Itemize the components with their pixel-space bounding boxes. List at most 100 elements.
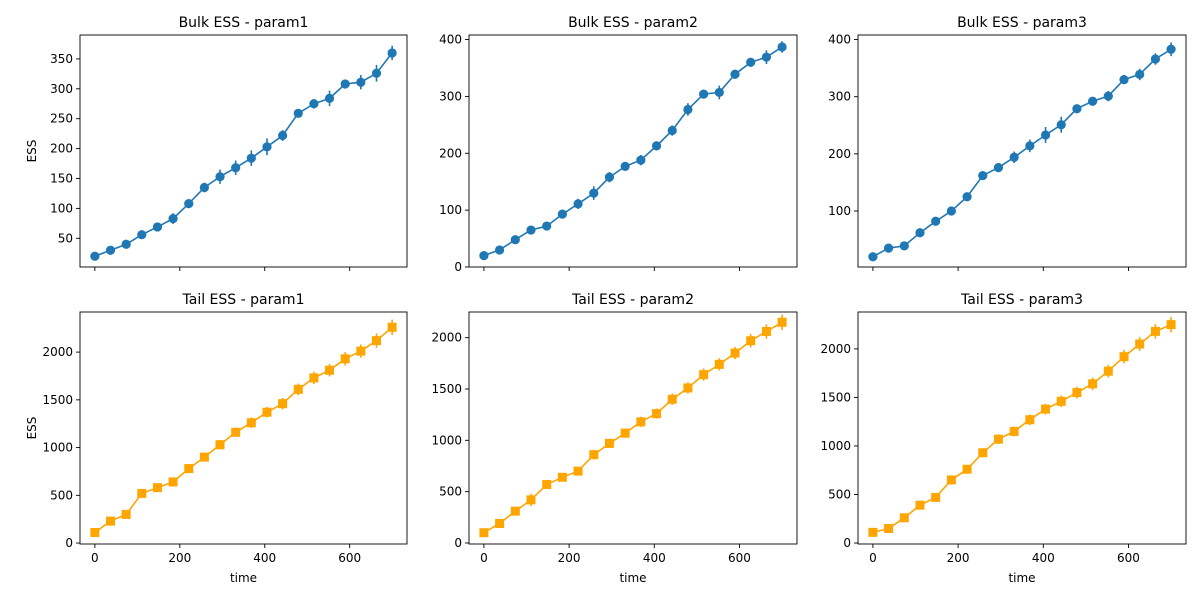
data-point	[761, 52, 772, 62]
data-point	[231, 163, 241, 173]
data-point	[683, 383, 693, 393]
y-tick-label: 300	[439, 89, 462, 103]
data-point	[931, 216, 941, 226]
data-point	[199, 182, 209, 193]
data-point	[494, 245, 505, 255]
y-tick-label: 200	[828, 147, 851, 161]
data-point	[683, 104, 693, 115]
x-tick-label: 400	[253, 551, 276, 565]
subplot-title: Tail ESS - param3	[960, 292, 1083, 308]
x-tick-label: 0	[91, 551, 99, 565]
y-tick-label: 2000	[42, 345, 73, 359]
data-point	[246, 418, 256, 428]
data-point	[868, 252, 878, 262]
data-point	[884, 523, 894, 533]
y-tick-label: 1500	[431, 382, 462, 396]
data-point	[215, 440, 225, 450]
data-point	[152, 222, 163, 232]
data-point	[1103, 366, 1113, 376]
data-point	[652, 409, 662, 419]
data-point	[479, 528, 489, 538]
x-tick-label: 400	[1032, 551, 1055, 565]
data-point	[620, 428, 630, 438]
data-point	[387, 322, 397, 332]
data-point	[777, 317, 787, 327]
data-point	[356, 77, 366, 87]
data-point	[309, 99, 319, 109]
y-tick-label: 50	[58, 231, 73, 245]
data-point	[868, 527, 878, 537]
data-point	[542, 479, 552, 489]
data-point	[1166, 320, 1176, 330]
data-point	[278, 130, 288, 141]
data-point	[604, 172, 615, 182]
data-point	[714, 87, 724, 98]
y-tick-label: 1000	[820, 439, 851, 453]
data-point	[946, 206, 956, 216]
y-tick-label: 350	[50, 52, 73, 66]
data-point	[730, 69, 740, 79]
data-point	[1025, 415, 1035, 425]
data-point	[372, 336, 382, 346]
x-axis-label: time	[619, 571, 646, 585]
data-point	[231, 427, 241, 437]
x-axis-label: time	[1008, 571, 1035, 585]
data-point	[730, 348, 740, 358]
y-tick-label: 300	[828, 90, 851, 104]
y-tick-label: 1000	[431, 433, 462, 447]
y-tick-label: 300	[50, 82, 73, 96]
data-point	[1041, 404, 1051, 414]
x-tick-label: 600	[728, 551, 751, 565]
data-point	[557, 472, 567, 482]
data-point	[262, 407, 272, 417]
data-point	[746, 57, 756, 67]
data-point	[325, 365, 335, 375]
subplot-title: Tail ESS - param1	[182, 292, 305, 308]
y-tick-label: 200	[439, 146, 462, 160]
data-point	[899, 513, 909, 523]
data-point	[262, 142, 272, 152]
y-tick-label: 2000	[820, 342, 851, 356]
x-tick-label: 200	[558, 551, 581, 565]
data-point	[1088, 96, 1098, 106]
series-line	[483, 46, 783, 257]
subplot-6: Tail ESS - param3 0 200 400 600 0 500 1000 1500 2…	[820, 292, 1187, 585]
data-point	[309, 373, 319, 383]
subplot-title: Bulk ESS - param3	[957, 15, 1087, 31]
y-tick-label: 2000	[431, 331, 462, 345]
y-tick-label: 0	[65, 536, 73, 550]
data-point	[931, 492, 941, 502]
data-point	[1166, 44, 1176, 54]
data-point	[761, 327, 771, 337]
x-axis-label: time	[230, 571, 257, 585]
x-tick-label: 0	[869, 551, 877, 565]
y-tick-label: 500	[50, 488, 73, 502]
x-tick-label: 600	[338, 551, 361, 565]
data-point	[1009, 426, 1019, 436]
data-point	[1150, 326, 1160, 336]
x-tick-label: 400	[643, 551, 666, 565]
x-tick-label: 600	[1117, 551, 1140, 565]
data-point	[714, 359, 724, 369]
subplot-title: Bulk ESS - param2	[568, 15, 698, 31]
y-tick-label: 400	[439, 33, 462, 47]
data-point	[946, 475, 956, 485]
y-tick-label: 1500	[42, 393, 73, 407]
x-tick-label: 200	[947, 551, 970, 565]
y-axis-label: ESS	[25, 140, 39, 163]
y-tick-label: 100	[828, 204, 851, 218]
data-point	[105, 516, 115, 526]
data-point	[152, 483, 162, 493]
data-point	[962, 464, 972, 474]
data-point	[915, 500, 925, 510]
y-tick-label: 500	[439, 485, 462, 499]
data-point	[1025, 141, 1035, 151]
data-point	[510, 506, 520, 516]
subplot-5: Tail ESS - param2 0 200 400 600 0 500 1000 1500 2…	[431, 292, 798, 585]
data-point	[510, 235, 520, 245]
subplot-title: Bulk ESS - param1	[179, 15, 309, 31]
data-point	[589, 188, 599, 198]
data-point	[1103, 91, 1113, 101]
subplot-title: Tail ESS - param2	[571, 292, 694, 308]
data-point	[993, 162, 1004, 173]
